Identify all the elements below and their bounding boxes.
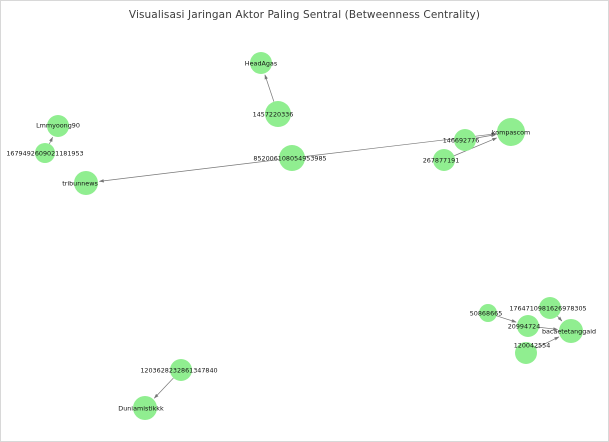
graph-edge xyxy=(98,159,280,183)
node-label: HeadAgas xyxy=(245,60,278,68)
graph-node xyxy=(559,319,583,343)
graph-edge xyxy=(535,336,560,349)
node-label: 1457220336 xyxy=(253,111,294,119)
graph-node xyxy=(517,315,539,337)
node-label: 120042554 xyxy=(514,342,551,350)
graph-edge xyxy=(153,377,174,399)
node-label: Duniamistikkk xyxy=(118,405,164,413)
graph-node xyxy=(35,143,55,163)
node-label: bacaetetanggaid xyxy=(542,328,596,336)
graph-edge xyxy=(557,315,563,322)
graph-node xyxy=(170,359,192,381)
node-label: 267877191 xyxy=(423,157,460,165)
graph-node xyxy=(497,118,525,146)
node-label: tribunnews xyxy=(62,180,98,188)
node-label: 20994724 xyxy=(508,323,541,331)
graph-node xyxy=(250,52,272,74)
node-label: Lmmyoong90 xyxy=(36,122,80,130)
graph-node xyxy=(74,171,98,195)
graph-edge xyxy=(454,137,498,157)
graph-edge xyxy=(49,136,53,145)
graph-edge xyxy=(264,74,275,102)
node-label: 50868665 xyxy=(470,310,503,318)
node-label: 1679492609021181953 xyxy=(6,150,83,158)
node-label: 1203628232861347840 xyxy=(140,367,217,375)
graph-node xyxy=(47,115,69,137)
graph-node xyxy=(265,101,291,127)
graph-node xyxy=(454,129,476,151)
graph-edge xyxy=(538,326,559,331)
plot-title: Visualisasi Jaringan Aktor Paling Sentra… xyxy=(128,9,481,21)
graph-node xyxy=(279,145,305,171)
graph-node xyxy=(479,304,497,322)
node-label: 146692776 xyxy=(443,137,480,145)
graph-node xyxy=(133,396,157,420)
node-label: kompascom xyxy=(492,129,531,137)
graph-node xyxy=(539,297,561,319)
graph-edge xyxy=(496,315,517,323)
graph-edge xyxy=(475,133,497,139)
node-label: 852006108054953985 xyxy=(253,155,326,163)
node-label: 1764710981626978305 xyxy=(509,305,586,313)
graph-node xyxy=(515,342,537,364)
graph-node xyxy=(433,149,455,171)
